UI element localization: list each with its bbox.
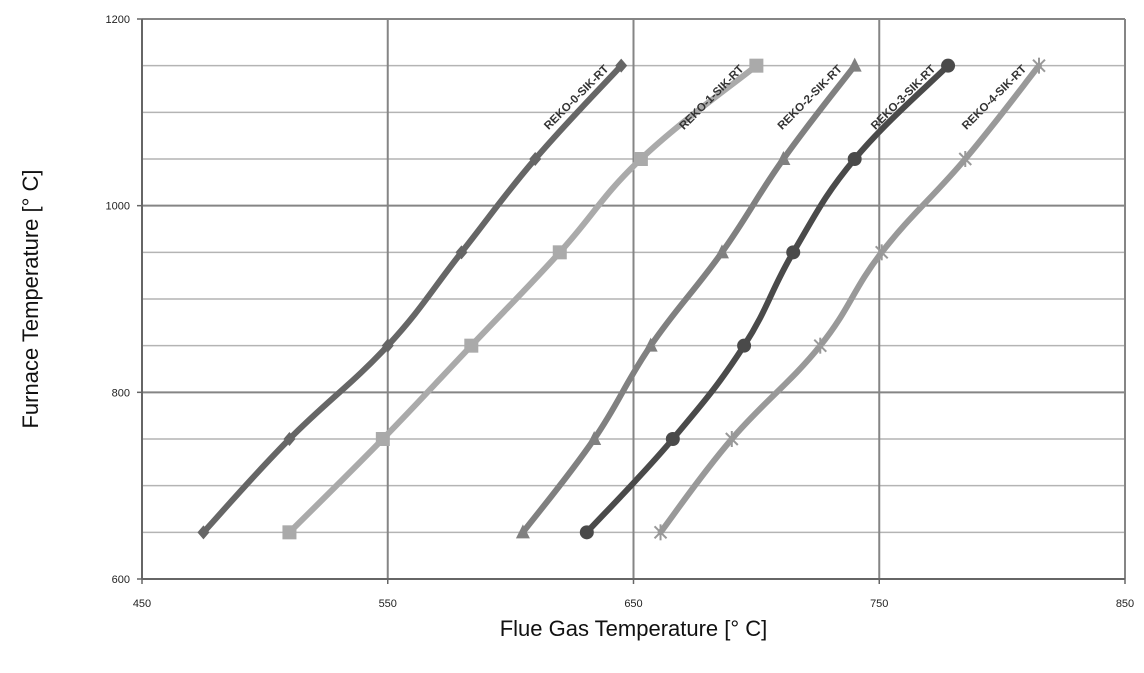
data-point xyxy=(283,432,296,446)
y-tick-label: 1200 xyxy=(106,14,130,26)
data-point xyxy=(725,431,739,447)
data-point xyxy=(737,338,752,353)
data-point xyxy=(515,524,530,539)
series-label: REKO-0-SIK-RT xyxy=(542,63,611,132)
y-tick-label: 1000 xyxy=(106,201,130,213)
data-point xyxy=(875,244,889,261)
series-reko-4-sik-rt xyxy=(653,57,1046,541)
data-point xyxy=(941,58,956,73)
data-point xyxy=(847,57,862,72)
series-line xyxy=(200,62,625,536)
data-point xyxy=(282,525,297,540)
y-axis-title: Furnace Temperature [° C] xyxy=(18,169,43,428)
data-point xyxy=(587,431,602,445)
data-point xyxy=(579,525,594,540)
data-point xyxy=(786,245,801,260)
series-reko-2-sik-rt xyxy=(515,57,862,539)
x-tick-label: 750 xyxy=(870,598,888,610)
data-point xyxy=(749,58,764,73)
data-point xyxy=(665,432,680,446)
data-point xyxy=(776,151,791,165)
x-tick-label: 850 xyxy=(1116,598,1134,610)
series-line xyxy=(519,62,858,536)
series-reko-3-sik-rt xyxy=(579,58,956,540)
data-point xyxy=(615,58,628,73)
data-point xyxy=(381,338,394,353)
data-point xyxy=(813,337,827,354)
data-point xyxy=(1032,57,1046,74)
data-point xyxy=(464,338,479,353)
x-tick-label: 450 xyxy=(133,598,151,610)
data-point xyxy=(375,432,390,446)
y-tick-label: 800 xyxy=(112,387,130,399)
data-point xyxy=(958,151,972,167)
axes xyxy=(137,18,1126,584)
series-line xyxy=(657,62,1042,536)
data-point xyxy=(633,152,648,166)
x-axis-title: Flue Gas Temperature [° C] xyxy=(500,616,768,641)
data-point xyxy=(197,525,210,540)
data-point xyxy=(653,524,668,541)
y-tick-label: 600 xyxy=(112,574,130,586)
data-point xyxy=(643,337,658,352)
x-tick-label: 550 xyxy=(379,598,397,610)
x-tick-label: 650 xyxy=(624,598,642,610)
grid xyxy=(142,19,1125,579)
series-reko-0-sik-rt xyxy=(197,58,628,540)
data-point xyxy=(714,244,729,259)
series-line xyxy=(286,62,760,536)
series-label: REKO-1-SIK-RT xyxy=(677,63,746,132)
data-point xyxy=(847,152,862,166)
series-line xyxy=(583,62,952,536)
data-point xyxy=(552,245,567,260)
series-reko-1-sik-rt xyxy=(282,58,764,540)
series-layer xyxy=(197,57,1046,541)
tick-labels: 450 550 650 750 850 600 800 1000 1200 xyxy=(106,14,1135,610)
data-point xyxy=(455,245,468,260)
data-point xyxy=(529,152,542,166)
